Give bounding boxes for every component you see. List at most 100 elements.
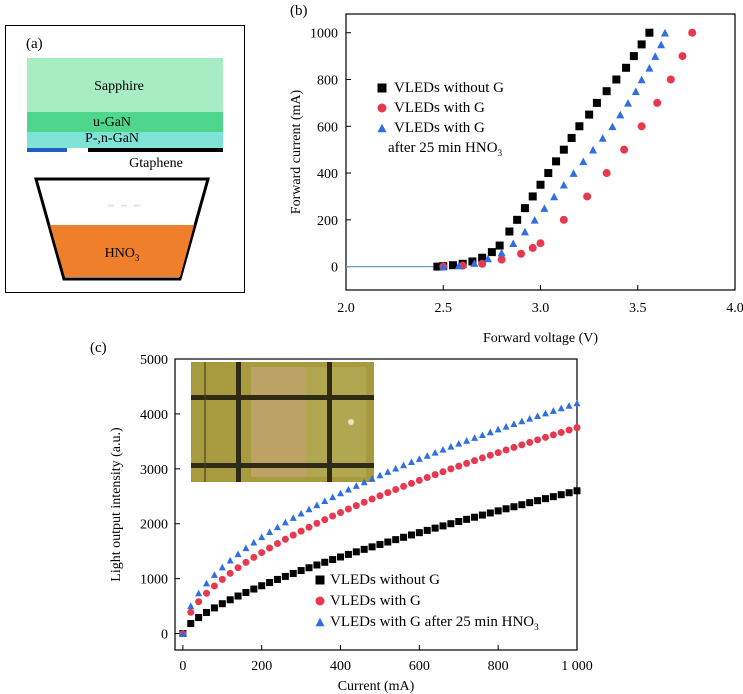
data-point-c-2	[258, 533, 266, 541]
data-point-c-2	[486, 428, 494, 436]
data-point-c-1	[423, 473, 431, 481]
data-point-c-0	[226, 596, 234, 604]
data-point-c-1	[305, 523, 313, 531]
data-point-c-0	[234, 592, 242, 600]
data-point-b-2	[631, 87, 640, 95]
sapphire-text: Sapphire	[94, 79, 144, 94]
data-point-c-2	[510, 420, 518, 427]
data-point-c-2	[297, 509, 305, 517]
data-point-c-2	[392, 464, 400, 472]
data-point-c-0	[486, 509, 494, 517]
data-point-b-1	[602, 169, 611, 178]
pngan-layer	[27, 132, 223, 148]
data-point-b-1	[666, 75, 675, 84]
data-point-c-0	[534, 497, 542, 505]
data-point-c-0	[203, 608, 211, 616]
data-point-c-2	[337, 489, 345, 497]
data-point-c-0	[541, 495, 549, 503]
data-point-c-2	[471, 434, 479, 441]
panel-b-label: (b)	[290, 3, 308, 19]
data-point-c-0	[187, 620, 195, 628]
legend-label-b-2: VLEDs with G	[394, 120, 485, 136]
data-point-c-1	[376, 492, 384, 500]
data-point-b-1	[478, 259, 487, 268]
legend-note-b: after 25 min HNO3	[388, 140, 503, 158]
data-point-c-2	[534, 412, 542, 420]
data-point-c-1	[447, 465, 455, 473]
data-point-b-0	[559, 145, 568, 154]
data-point-c-0	[573, 487, 581, 495]
data-point-c-1	[226, 569, 234, 577]
data-point-c-0	[455, 518, 463, 526]
data-point-c-1	[273, 540, 281, 548]
plot-frame-c	[174, 358, 578, 651]
data-point-c-0	[494, 507, 502, 515]
data-point-b-0	[567, 133, 576, 142]
data-point-c-2	[203, 579, 211, 587]
legend-label-c-1: VLEDs with G	[330, 593, 421, 609]
data-point-c-2	[266, 528, 274, 536]
data-point-c-1	[384, 489, 392, 497]
data-point-c-1	[415, 476, 423, 484]
acid-liquid	[50, 225, 194, 277]
data-point-c-2	[344, 485, 352, 493]
data-point-c-1	[210, 582, 218, 590]
data-point-b-0	[520, 204, 529, 213]
y-tick-label-b: 600	[317, 120, 338, 135]
data-point-c-1	[392, 486, 400, 494]
data-point-c-1	[281, 535, 289, 543]
y-tick-label-c: 3000	[140, 463, 168, 478]
data-point-b-0	[487, 248, 496, 257]
data-point-c-0	[549, 493, 557, 501]
data-point-c-1	[439, 468, 447, 476]
y-tick-label-b: 800	[317, 73, 338, 88]
legend-label-b-0: VLEDs without G	[394, 80, 504, 96]
x-tick-label-c: 0	[179, 659, 186, 674]
data-point-c-0	[510, 503, 518, 511]
data-point-c-0	[195, 614, 203, 622]
data-point-b-0	[612, 75, 621, 84]
data-point-c-2	[210, 571, 218, 578]
data-point-c-0	[439, 522, 447, 530]
data-point-b-2	[589, 145, 598, 154]
data-point-b-1	[583, 192, 592, 201]
data-point-c-0	[557, 491, 565, 499]
data-point-c-0	[273, 575, 281, 583]
legend-marker-c-2	[315, 617, 325, 627]
x-axis-label-b: Forward voltage (V)	[483, 331, 598, 346]
data-point-b-2	[530, 216, 539, 224]
data-point-c-0	[258, 582, 266, 590]
data-point-c-1	[203, 589, 211, 597]
data-point-c-1	[258, 549, 266, 557]
data-point-c-0	[281, 572, 289, 580]
x-axis-label-c: Current (mA)	[338, 679, 415, 694]
data-point-c-0	[210, 604, 218, 612]
data-point-c-1	[573, 424, 581, 432]
data-point-c-1	[565, 426, 573, 434]
y-axis-label-c: Light output intensity (a.u.)	[109, 427, 124, 582]
data-point-c-2	[360, 478, 368, 486]
data-point-b-2	[651, 52, 660, 60]
data-point-b-0	[592, 98, 601, 107]
data-point-b-1	[528, 243, 537, 252]
data-point-b-2	[657, 40, 666, 49]
data-point-c-2	[289, 514, 297, 521]
data-point-c-2	[431, 448, 439, 456]
data-point-c-2	[281, 518, 289, 526]
data-point-c-0	[313, 561, 321, 569]
data-point-c-2	[478, 431, 486, 439]
ugan-layer	[27, 112, 223, 132]
x-tick-label-b: 3.5	[629, 301, 647, 316]
data-point-c-1	[557, 428, 565, 436]
data-point-c-0	[242, 588, 250, 596]
data-point-c-0	[305, 564, 313, 572]
data-point-c-1	[360, 498, 368, 506]
data-point-b-2	[616, 110, 625, 119]
data-point-c-2	[368, 475, 376, 482]
legend-marker-b-0	[377, 83, 387, 93]
legend-marker-c-1	[315, 596, 325, 606]
data-point-c-0	[478, 511, 486, 519]
data-point-b-2	[645, 63, 654, 72]
data-point-c-1	[352, 502, 360, 510]
